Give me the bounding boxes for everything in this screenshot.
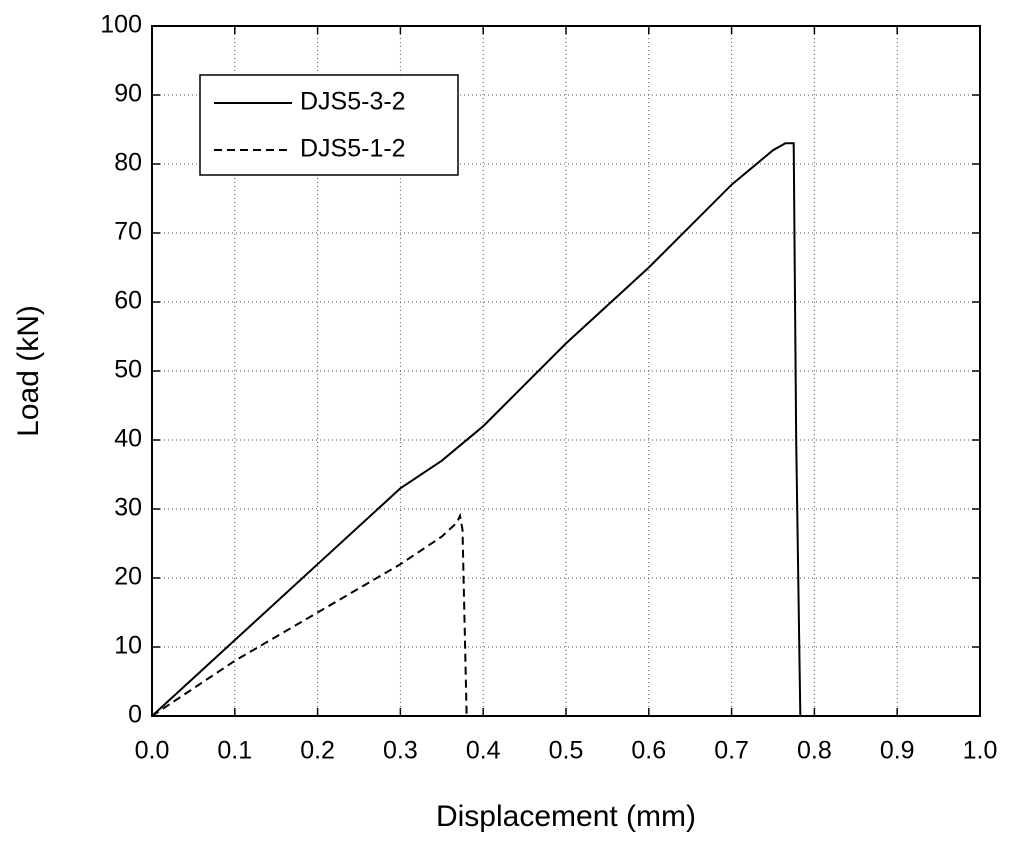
y-tick-label: 40 — [114, 425, 142, 453]
x-tick-label: 0.4 — [466, 737, 501, 765]
y-axis-title: Load (kN) — [12, 305, 45, 437]
legend-label: DJS5-1-2 — [300, 135, 406, 163]
plot-frame — [151, 25, 981, 717]
x-tick-label: 0.3 — [383, 737, 418, 765]
y-tick-label: 20 — [114, 563, 142, 591]
y-tick-label: 60 — [114, 287, 142, 315]
x-tick-label: 1.0 — [963, 737, 998, 765]
x-tick-label: 0.2 — [300, 737, 335, 765]
y-tick-label: 80 — [114, 149, 142, 177]
data-line — [151, 512, 468, 717]
data-line — [151, 142, 856, 717]
x-tick-label: 0.6 — [631, 737, 666, 765]
y-tick-label: 90 — [114, 80, 142, 108]
x-tick-label: 0.9 — [880, 737, 915, 765]
x-tick-label: 0.5 — [549, 737, 584, 765]
y-tick-label: 10 — [114, 632, 142, 660]
legend-label: DJS5-3-2 — [300, 88, 406, 116]
legend-box — [199, 74, 459, 176]
y-tick-label: 0 — [128, 701, 142, 729]
x-tick-label: 0.7 — [714, 737, 749, 765]
x-tick-label: 0.8 — [797, 737, 832, 765]
x-tick-label: 0.1 — [217, 737, 252, 765]
y-tick-label: 70 — [114, 218, 142, 246]
y-tick-label: 30 — [114, 494, 142, 522]
y-tick-label: 50 — [114, 356, 142, 384]
x-axis-title: Displacement (mm) — [436, 800, 696, 833]
y-tick-label: 100 — [100, 11, 142, 39]
x-tick-label: 0.0 — [135, 737, 170, 765]
